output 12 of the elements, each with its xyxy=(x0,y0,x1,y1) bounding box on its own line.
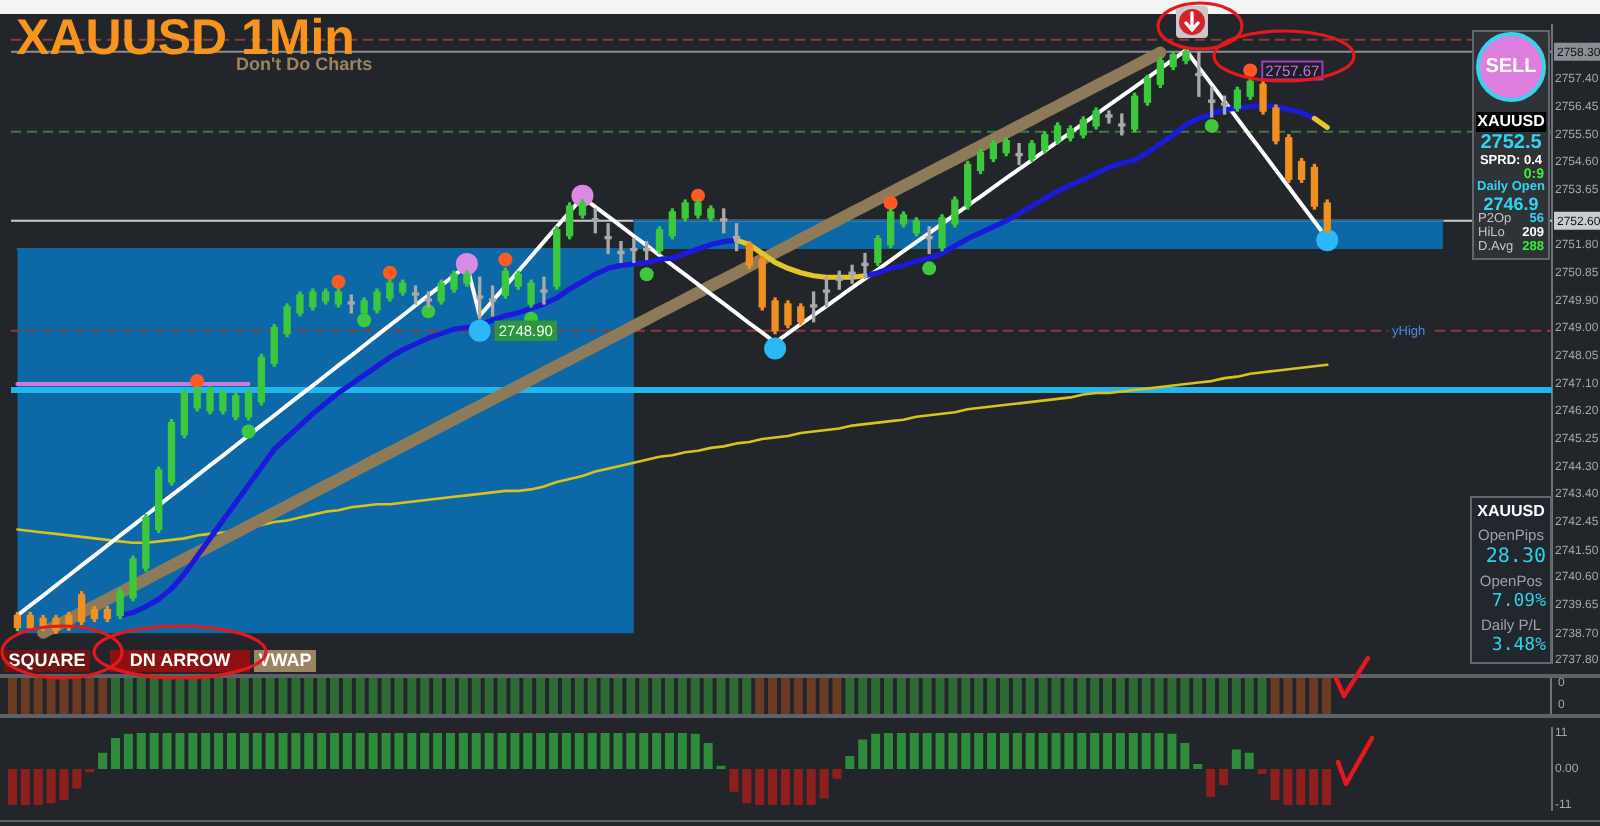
text: Don't Do Charts xyxy=(236,54,373,74)
annotation: VWAP xyxy=(254,650,316,672)
annotation: DN ARROW xyxy=(110,650,250,672)
annotation: 2752.5 xyxy=(1480,132,1542,154)
annotation: SQUARE xyxy=(4,650,90,672)
annotation: 3.48% xyxy=(1491,636,1546,656)
annotation: SELL xyxy=(1485,55,1537,77)
text: XAUUSD xyxy=(1475,112,1547,132)
annotation: 7.09% xyxy=(1491,592,1546,612)
annotation: 28.30 xyxy=(1485,546,1546,568)
text: XAUUSD xyxy=(1477,502,1545,520)
annotation: 2746.9 xyxy=(1483,193,1539,213)
